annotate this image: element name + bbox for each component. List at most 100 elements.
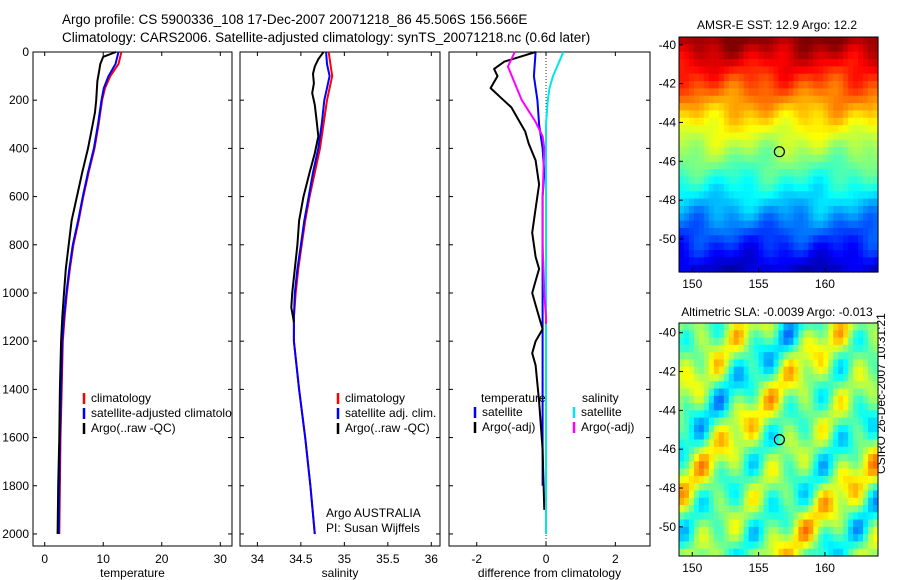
sst-cell — [683, 220, 690, 229]
sst-cell — [743, 205, 750, 214]
sst-cell — [808, 205, 814, 214]
sla-cell — [823, 548, 829, 557]
sla-cell — [873, 454, 879, 462]
sst-cell — [868, 169, 874, 178]
sst-xtick-label: 150 — [682, 277, 702, 291]
sst-cell — [698, 191, 705, 200]
sst-cell — [698, 147, 705, 156]
sla-cell — [828, 381, 834, 390]
sst-cell — [858, 81, 864, 89]
sst-cell — [838, 110, 844, 119]
sla-cell — [733, 483, 740, 492]
sst-cell — [738, 264, 745, 273]
sla-cell — [693, 424, 700, 433]
sla-cell — [718, 403, 725, 411]
sst-cell — [768, 191, 775, 200]
sla-cell — [698, 534, 705, 543]
sst-cell — [748, 81, 755, 89]
sla-cell — [758, 541, 765, 550]
sst-cell — [848, 220, 854, 229]
sst-cell — [838, 103, 844, 112]
sst-cell — [783, 66, 790, 75]
sla-cell — [788, 424, 795, 433]
sla-cell — [863, 439, 869, 448]
sla-cell — [778, 526, 785, 535]
sla-cell — [808, 461, 814, 470]
sla-cell — [798, 432, 804, 441]
sst-cell — [823, 88, 829, 97]
sla-cell — [723, 424, 730, 433]
temperature-series-satellite-adjusted-climatology — [57, 51, 120, 535]
sst-cell — [853, 176, 859, 185]
sla-cell — [838, 446, 844, 455]
sla-cell — [868, 388, 874, 397]
sst-cell — [688, 103, 695, 112]
sla-cell — [828, 541, 834, 550]
sst-cell — [693, 117, 700, 126]
sla-cell — [783, 519, 790, 528]
sla-cell — [833, 359, 839, 368]
sla-cell — [683, 512, 690, 521]
sla-cell — [838, 330, 844, 339]
sst-cell — [733, 110, 740, 119]
sla-cell — [783, 505, 790, 513]
sla-cell — [793, 373, 799, 382]
sla-cell — [868, 548, 874, 557]
sla-cell — [723, 330, 730, 339]
sla-cell — [868, 446, 874, 455]
sla-cell — [743, 403, 750, 411]
sla-cell — [858, 432, 864, 441]
sla-cell — [688, 410, 695, 419]
sla-cell — [679, 519, 685, 528]
sla-cell — [758, 505, 765, 513]
sla-cell — [713, 534, 720, 543]
sst-cell — [793, 154, 799, 163]
sst-cell — [783, 81, 790, 89]
sst-cell — [688, 44, 695, 53]
sst-cell — [843, 257, 849, 266]
sla-cell — [808, 424, 814, 433]
sla-cell — [838, 352, 844, 361]
sla-cell — [803, 352, 809, 361]
sla-cell — [778, 548, 785, 557]
sla-cell — [728, 359, 735, 368]
sst-cell — [713, 213, 720, 222]
sla-cell — [738, 519, 745, 528]
sst-cell — [778, 110, 785, 119]
sst-cell — [679, 213, 685, 222]
sla-cell — [743, 490, 750, 499]
sst-cell — [843, 264, 849, 273]
sla-cell — [698, 388, 705, 397]
sst-cell — [708, 169, 715, 178]
sst-cell — [688, 249, 695, 258]
sst-cell — [743, 147, 750, 156]
sst-cell — [723, 147, 730, 156]
sst-cell — [723, 205, 730, 214]
sla-cell — [868, 475, 874, 484]
sla-cell — [798, 344, 804, 353]
sla-cell — [703, 352, 710, 361]
sst-cell — [793, 161, 799, 170]
sst-cell — [688, 198, 695, 207]
sst-cell — [679, 220, 685, 229]
sst-cell — [838, 169, 844, 178]
sla-cell — [679, 454, 685, 462]
sla-cell — [818, 410, 824, 419]
sst-cell — [848, 51, 854, 60]
sla-cell — [793, 344, 799, 353]
sla-cell — [753, 475, 760, 484]
sst-cell — [853, 213, 859, 222]
sla-cell — [823, 454, 829, 462]
sst-cell — [863, 235, 869, 244]
sla-cell — [783, 468, 790, 477]
sla-cell — [853, 388, 859, 397]
sst-cell — [703, 44, 710, 53]
sst-cell — [813, 198, 819, 207]
sla-cell — [748, 548, 755, 557]
sla-cell — [703, 330, 710, 339]
sst-cell — [768, 110, 775, 119]
sst-cell — [803, 257, 809, 266]
sla-cell — [733, 366, 740, 375]
sla-cell — [863, 330, 869, 339]
